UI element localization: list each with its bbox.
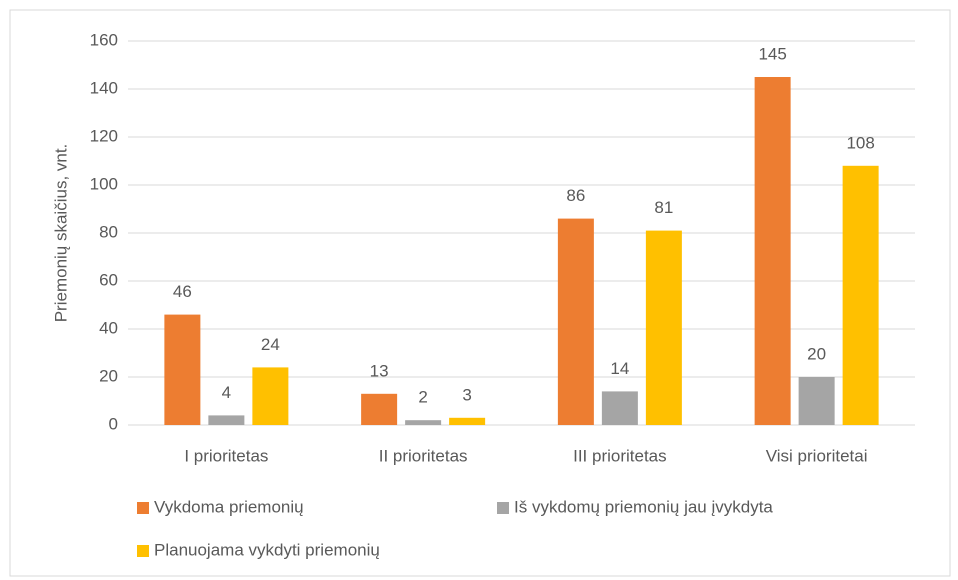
y-tick-label: 100 <box>90 174 118 193</box>
legend-swatch <box>497 502 509 514</box>
data-label: 14 <box>610 359 629 378</box>
data-label: 13 <box>370 361 389 380</box>
bar <box>164 314 201 425</box>
data-label: 4 <box>222 383 231 402</box>
bar <box>754 77 791 425</box>
legend-label: Iš vykdomų priemonių jau įvykdyta <box>514 497 773 516</box>
data-label: 46 <box>173 282 192 301</box>
legend-label: Planuojama vykdyti priemonių <box>154 540 380 559</box>
bar <box>208 415 245 425</box>
chart-border <box>9 9 951 577</box>
legend-swatch <box>137 502 149 514</box>
bar <box>252 367 289 425</box>
data-label: 86 <box>566 186 585 205</box>
data-label: 24 <box>261 335 280 354</box>
x-tick-label: II prioritetas <box>379 446 468 465</box>
legend-swatch <box>137 545 149 557</box>
y-tick-label: 40 <box>99 318 118 337</box>
legend-label: Vykdoma priemonių <box>154 497 304 516</box>
bar <box>361 393 398 425</box>
data-label: 2 <box>418 388 427 407</box>
y-axis-title: Priemonių skaičius, vnt. <box>51 144 70 323</box>
bar <box>601 391 638 425</box>
data-label: 145 <box>758 44 786 63</box>
data-label: 20 <box>807 344 826 363</box>
bar <box>645 230 682 425</box>
y-tick-label: 120 <box>90 126 118 145</box>
data-label: 81 <box>654 198 673 217</box>
data-label: 108 <box>846 133 874 152</box>
y-tick-label: 20 <box>99 366 118 385</box>
y-tick-label: 60 <box>99 270 118 289</box>
x-tick-label: I prioritetas <box>184 446 268 465</box>
x-tick-label: Visi prioritetai <box>766 446 868 465</box>
y-tick-label: 80 <box>99 222 118 241</box>
bar <box>842 165 879 426</box>
bar <box>798 377 835 425</box>
data-label: 3 <box>462 385 471 404</box>
bar <box>557 218 594 425</box>
y-tick-label: 0 <box>109 414 118 433</box>
y-tick-label: 160 <box>90 30 118 49</box>
y-tick-label: 140 <box>90 78 118 97</box>
bar <box>405 420 442 425</box>
bar <box>449 417 486 425</box>
x-tick-label: III prioritetas <box>573 446 667 465</box>
